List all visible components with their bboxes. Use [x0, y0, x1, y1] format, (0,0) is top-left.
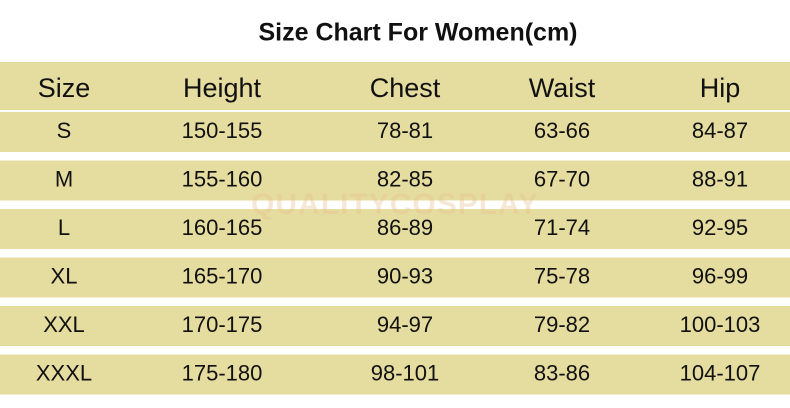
cell: 84-87 — [692, 118, 748, 143]
cell: 75-78 — [534, 263, 590, 288]
cell: 160-165 — [182, 215, 263, 240]
cell: 150-155 — [182, 118, 263, 143]
cell: 90-93 — [377, 263, 433, 288]
cell: 83-86 — [534, 360, 590, 385]
watermark: QUALITYCOSPLAY — [251, 188, 539, 221]
cell: XXL — [43, 312, 85, 337]
cell: 67-70 — [534, 166, 590, 191]
cell: 96-99 — [692, 263, 748, 288]
row-band — [0, 160, 790, 201]
header-cell: Chest — [370, 73, 441, 103]
cell: 104-107 — [680, 360, 761, 385]
header-cell: Height — [183, 73, 262, 103]
cell: M — [55, 166, 73, 191]
cell: 155-160 — [182, 166, 263, 191]
header-cell: Waist — [529, 73, 596, 103]
cell: 170-175 — [182, 312, 263, 337]
cell: 98-101 — [371, 360, 440, 385]
cell: 79-82 — [534, 312, 590, 337]
header-cell: Size — [38, 73, 91, 103]
row-band — [0, 306, 790, 346]
cell: 71-74 — [534, 215, 590, 240]
row-band — [0, 209, 790, 249]
row-band — [0, 354, 790, 395]
cell: 165-170 — [182, 263, 263, 288]
cell: 86-89 — [377, 215, 433, 240]
cell: 63-66 — [534, 118, 590, 143]
row-band — [0, 257, 790, 298]
header-band — [0, 62, 790, 110]
cell: S — [57, 118, 72, 143]
cell: 88-91 — [692, 166, 748, 191]
cell: 92-95 — [692, 215, 748, 240]
row-band — [0, 112, 790, 152]
cell: 82-85 — [377, 166, 433, 191]
cell: 175-180 — [182, 360, 263, 385]
cell: 94-97 — [377, 312, 433, 337]
cell: XXXL — [36, 360, 92, 385]
cell: XL — [51, 263, 78, 288]
title: Size Chart For Women(cm) — [258, 19, 577, 47]
cell: 78-81 — [377, 118, 433, 143]
cell: 100-103 — [680, 312, 761, 337]
header-cell: Hip — [700, 73, 741, 103]
cell: L — [58, 215, 70, 240]
